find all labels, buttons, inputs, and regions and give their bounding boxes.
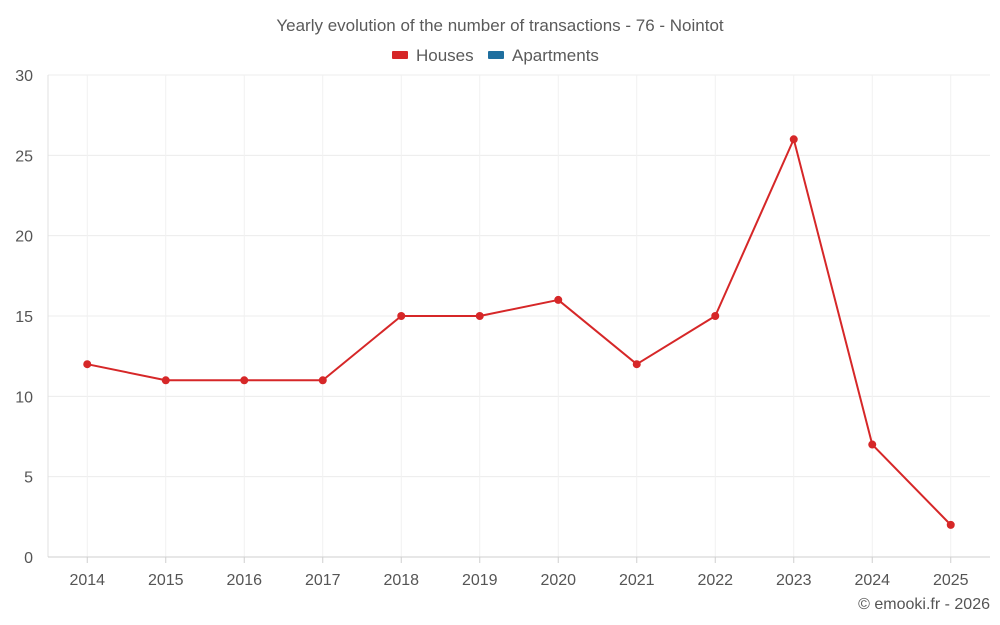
x-tick-label: 2021 (619, 572, 655, 589)
x-tick-label: 2024 (854, 572, 890, 589)
y-tick-label: 25 (15, 148, 33, 165)
y-tick-label: 20 (15, 229, 33, 246)
data-point (161, 376, 170, 385)
x-tick-label: 2018 (383, 572, 419, 589)
x-tick-label: 2014 (69, 572, 105, 589)
x-tick-label: 2015 (148, 572, 184, 589)
legend-swatch-apartments (488, 51, 504, 59)
y-tick-label: 30 (15, 68, 33, 85)
data-point (632, 360, 641, 369)
data-point (83, 360, 92, 369)
x-tick-label: 2025 (933, 572, 969, 589)
y-tick-label: 5 (24, 470, 33, 487)
data-point (789, 135, 798, 144)
data-point (475, 312, 484, 320)
x-tick-label: 2022 (697, 572, 733, 589)
x-tick-label: 2016 (226, 572, 262, 589)
x-tick-label: 2019 (462, 572, 498, 589)
data-point (554, 295, 563, 304)
y-tick-label: 10 (15, 389, 33, 406)
legend-label-houses[interactable]: Houses (416, 46, 474, 65)
data-point (318, 376, 327, 385)
data-point (711, 312, 720, 320)
x-tick-label: 2023 (776, 572, 812, 589)
data-point (946, 520, 955, 529)
data-point (868, 440, 877, 449)
series-line-houses (87, 138, 952, 526)
legend: Houses Apartments (392, 46, 599, 65)
data-point (397, 312, 406, 320)
x-tick-label: 2020 (540, 572, 576, 589)
credit-text: © emooki.fr - 2026 (858, 596, 990, 613)
chart-title: Yearly evolution of the number of transa… (276, 16, 724, 35)
data-point (240, 376, 249, 385)
legend-label-apartments[interactable]: Apartments (512, 46, 599, 65)
y-tick-label: 15 (15, 309, 33, 326)
y-tick-label: 0 (24, 550, 33, 567)
legend-swatch-houses (392, 51, 408, 59)
x-tick-label: 2017 (305, 572, 341, 589)
